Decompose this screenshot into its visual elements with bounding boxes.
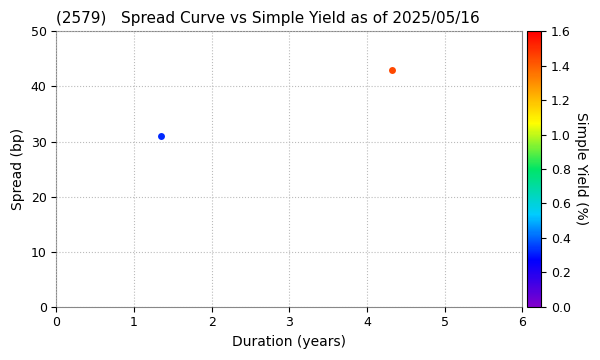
Text: (2579)   Spread Curve vs Simple Yield as of 2025/05/16: (2579) Spread Curve vs Simple Yield as o… [56,11,480,26]
Point [387,67,397,73]
Point [157,133,166,139]
Y-axis label: Simple Yield (%): Simple Yield (%) [574,112,587,226]
Y-axis label: Spread (bp): Spread (bp) [11,128,25,210]
X-axis label: Duration (years): Duration (years) [232,335,346,349]
